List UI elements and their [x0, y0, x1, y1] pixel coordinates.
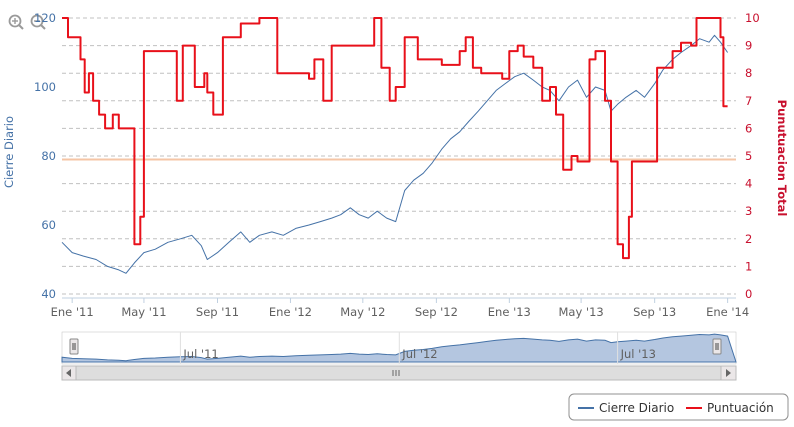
legend-item-cierre-diario[interactable]: Cierre Diario [578, 401, 674, 415]
y-right-tick-label: 3 [745, 204, 752, 218]
navigator-ticks: Jul '11 Jul '12 Jul '13 [179, 332, 656, 364]
y-left-tick-label: 120 [34, 11, 56, 25]
y-right-tick-label: 4 [745, 177, 752, 191]
y-axis-left: 40 60 80 100 120 [34, 11, 56, 301]
series-line-puntuacion [62, 17, 728, 260]
y-right-tick-label: 6 [745, 121, 752, 135]
y-right-tick-label: 7 [745, 94, 752, 108]
y-right-tick-label: 0 [745, 287, 752, 301]
scroll-right-button[interactable] [720, 365, 737, 381]
x-tick-label: Sep '13 [633, 305, 676, 319]
legend: Cierre Diario Puntuación [568, 393, 789, 421]
scrollbar[interactable] [61, 365, 737, 381]
x-axis: Ene '11 May '11 Sep '11 Ene '12 May '12 Sep '… [51, 298, 749, 319]
x-tick-label: Sep '12 [415, 305, 458, 319]
legend-label: Cierre Diario [599, 401, 674, 415]
x-tick-label: Sep '11 [196, 305, 239, 319]
x-tick-label: Ene '13 [488, 305, 531, 319]
y-axis-left-title: Cierre Diario [2, 116, 16, 188]
navigator-tick-label: Jul '11 [182, 347, 218, 361]
legend-label: Puntuación [707, 401, 774, 415]
navigator-right-handle[interactable] [712, 338, 722, 355]
navigator-tick-label: Jul '13 [620, 347, 656, 361]
x-tick-label: May '12 [340, 305, 385, 319]
navigator-series-area [61, 333, 737, 363]
zoom-in-icon[interactable] [8, 14, 24, 30]
y-right-tick-label: 1 [745, 259, 752, 273]
y-right-tick-label: 2 [745, 232, 752, 246]
zoom-out-icon[interactable] [30, 14, 46, 30]
y-axis-right-title: Punutuacion Total [775, 100, 789, 217]
x-tick-label: May '11 [121, 305, 166, 319]
legend-item-puntuacion[interactable]: Puntuación [686, 401, 774, 415]
series-layer [61, 17, 729, 274]
x-tick-label: May '13 [558, 305, 603, 319]
y-axis-right: 0 1 2 3 4 5 6 7 8 9 10 [745, 11, 760, 301]
navigator[interactable]: Jul '11 Jul '12 Jul '13 [61, 331, 737, 365]
series-line-cierre-diario [61, 34, 729, 274]
scroll-thumb[interactable] [75, 365, 722, 381]
navigator-left-handle[interactable] [69, 338, 79, 355]
navigator-tick-label: Jul '12 [401, 347, 437, 361]
y-right-tick-label: 10 [745, 11, 760, 25]
y-left-tick-label: 100 [34, 80, 56, 94]
scroll-left-button[interactable] [61, 365, 77, 381]
x-tick-label: Ene '12 [269, 305, 312, 319]
y-right-tick-label: 5 [745, 149, 752, 163]
x-tick-label: Ene '11 [51, 305, 94, 319]
y-right-tick-label: 8 [745, 66, 752, 80]
x-tick-label: Ene '14 [706, 305, 749, 319]
y-left-tick-label: 80 [41, 149, 56, 163]
grid [62, 17, 736, 295]
y-left-tick-label: 40 [41, 287, 56, 301]
y-right-tick-label: 9 [745, 39, 752, 53]
y-left-tick-label: 60 [41, 218, 56, 232]
